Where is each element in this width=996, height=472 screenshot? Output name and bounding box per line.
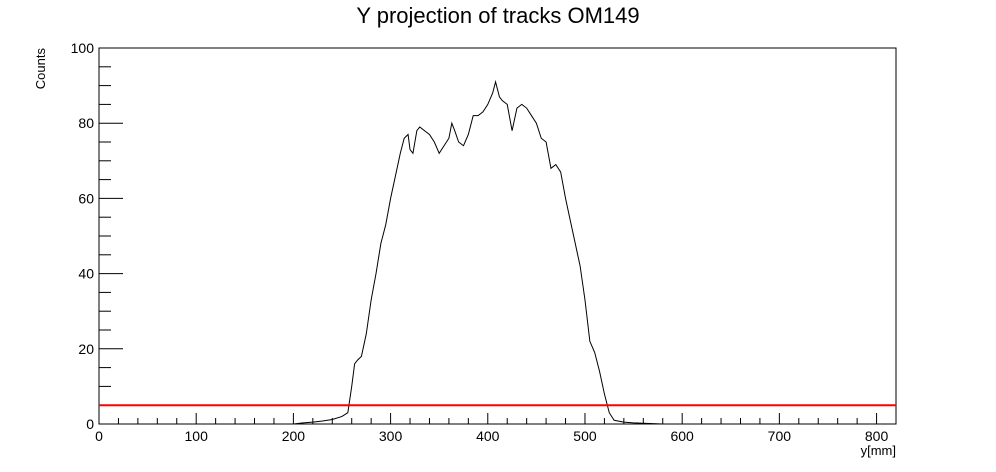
y-tick-label: 80: [78, 115, 94, 131]
x-tick-label: 700: [768, 428, 792, 444]
y-tick-label: 40: [78, 266, 94, 282]
x-axis-label: y[mm]: [861, 443, 896, 458]
y-tick-label: 20: [78, 341, 94, 357]
y-tick-label: 60: [78, 190, 94, 206]
series-layer: [99, 79, 896, 425]
y-axis-label: Counts: [33, 48, 48, 90]
y-axis-ticks: 0 20 40 60 80 100: [71, 40, 123, 432]
x-axis-ticks: 0 100 200 300 400 500 600 700 800: [95, 413, 897, 444]
x-tick-label: 400: [476, 428, 500, 444]
x-tick-label: 100: [185, 428, 209, 444]
chart-title: Y projection of tracks OM149: [356, 3, 639, 28]
y-tick-label: 0: [86, 416, 94, 432]
x-tick-label: 300: [379, 428, 403, 444]
x-tick-label: 800: [865, 428, 889, 444]
x-tick-label: 600: [670, 428, 694, 444]
y-tick-label: 100: [71, 40, 95, 56]
x-tick-label: 0: [95, 428, 103, 444]
x-tick-label: 200: [282, 428, 306, 444]
x-tick-label: 500: [573, 428, 597, 444]
plot-frame: [98, 47, 897, 425]
counts-histogram-line: [293, 79, 663, 425]
